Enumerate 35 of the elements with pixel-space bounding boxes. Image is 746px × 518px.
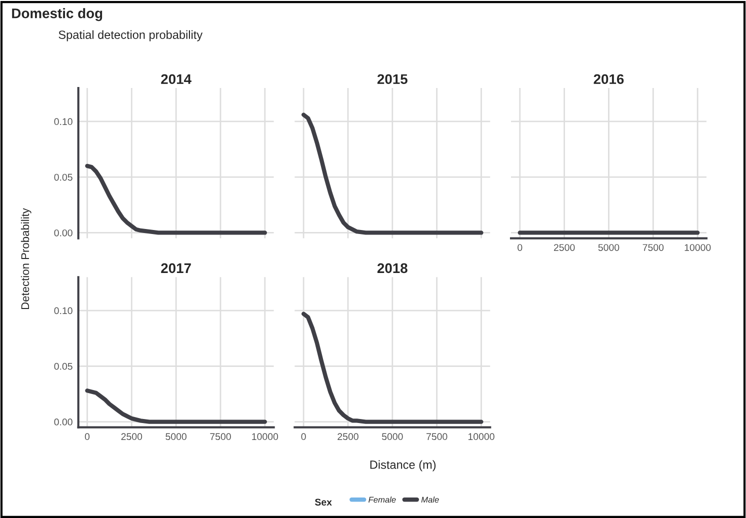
y-tick-label: 0.05 bbox=[54, 174, 72, 181]
legend-label: Female bbox=[368, 496, 396, 503]
y-tick-label: 0.00 bbox=[54, 418, 72, 426]
y-tick-label: 0.10 bbox=[54, 118, 72, 126]
x-tick-label: 10000 bbox=[252, 433, 278, 440]
text: 2014 bbox=[161, 74, 192, 84]
text: 2018 bbox=[377, 263, 408, 274]
x-tick-label: 7500 bbox=[210, 433, 231, 440]
y-tick-label: 0.10 bbox=[54, 307, 72, 314]
chart-title: Domestic dog bbox=[12, 8, 102, 22]
x-tick-label: 0 bbox=[518, 244, 522, 251]
y-axis-title: Detection Probability bbox=[20, 208, 32, 310]
x-tick-label: 10000 bbox=[684, 244, 711, 251]
x-tick-label: 10000 bbox=[468, 433, 494, 440]
y-tick-label: 0.05 bbox=[54, 362, 72, 370]
x-tick-label: 7500 bbox=[642, 244, 664, 251]
line-series bbox=[85, 164, 267, 235]
x-tick-label: 0 bbox=[301, 433, 306, 440]
x-tick-label: 5000 bbox=[598, 244, 620, 251]
text: 2015 bbox=[377, 74, 408, 84]
x-tick-label: 0 bbox=[84, 433, 90, 440]
text: 2017 bbox=[161, 263, 191, 274]
chart-subtitle: Spatial detection probability bbox=[58, 30, 203, 42]
x-tick-label: 2500 bbox=[121, 433, 142, 440]
x-tick-label: 2500 bbox=[338, 433, 358, 440]
x-tick-label: 2500 bbox=[554, 244, 575, 251]
line-series bbox=[85, 388, 267, 424]
y-tick-label: 0.00 bbox=[54, 229, 72, 236]
x-tick-label: 5000 bbox=[166, 433, 186, 440]
x-tick-label: 5000 bbox=[382, 433, 403, 440]
x-axis-title: Distance (m) bbox=[370, 460, 436, 472]
text: 2016 bbox=[594, 74, 624, 84]
legend-title: Sex bbox=[314, 498, 332, 506]
legend-label: Male bbox=[421, 496, 439, 503]
x-tick-label: 7500 bbox=[426, 433, 448, 440]
